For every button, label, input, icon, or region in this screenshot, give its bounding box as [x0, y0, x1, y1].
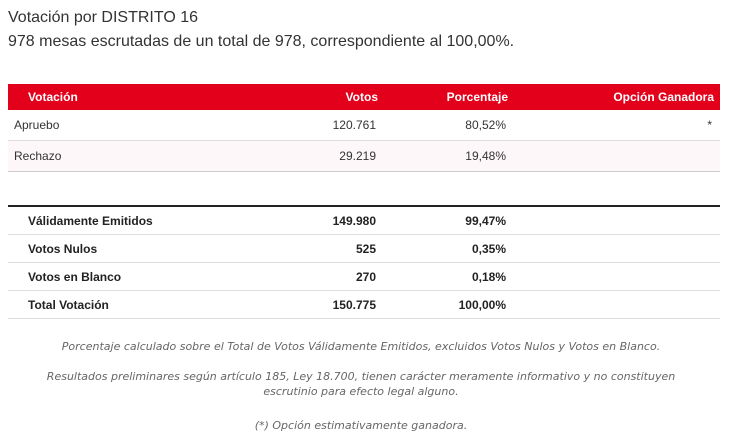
- column-header-votacion: Votación: [8, 84, 238, 110]
- totals-votes: 150.775: [238, 290, 384, 319]
- totals-percent: 0,35%: [384, 234, 514, 263]
- winner-note: (*) Opción estimativamente ganadora.: [254, 419, 468, 432]
- option-name: Apruebo: [8, 110, 238, 141]
- totals-row-blanco: Votos en Blanco 270 0,18%: [8, 262, 720, 291]
- totals-percent: 100,00%: [384, 290, 514, 319]
- results-table: Votación Votos Porcentaje Opción Ganador…: [8, 84, 720, 172]
- option-votes: 120.761: [238, 110, 384, 141]
- page-subtitle: 978 mesas escrutadas de un total de 978,…: [8, 33, 515, 50]
- column-header-opcion-ganadora: Opción Ganadora: [514, 84, 720, 110]
- preliminary-note: Resultados preliminares según artículo 1…: [46, 370, 676, 398]
- option-winner-mark: *: [514, 110, 720, 141]
- totals-votes: 270: [238, 262, 384, 291]
- totals-row-nulos: Votos Nulos 525 0,35%: [8, 234, 720, 263]
- totals-label: Votos Nulos: [8, 234, 238, 263]
- option-winner-mark: [514, 140, 720, 172]
- totals-label: Total Votación: [8, 290, 238, 319]
- column-header-votos: Votos: [238, 84, 384, 110]
- table-row: Apruebo 120.761 80,52% *: [8, 110, 720, 141]
- page-title: Votación por DISTRITO 16: [8, 9, 199, 26]
- totals-row-validos: Válidamente Emitidos 149.980 99,47%: [8, 206, 720, 235]
- column-header-porcentaje: Porcentaje: [384, 84, 514, 110]
- option-name: Rechazo: [8, 140, 238, 172]
- totals-label: Votos en Blanco: [8, 262, 238, 291]
- totals-votes: 525: [238, 234, 384, 263]
- option-votes: 29.219: [238, 140, 384, 172]
- totals-label: Válidamente Emitidos: [8, 206, 238, 235]
- totals-row-total: Total Votación 150.775 100,00%: [8, 290, 720, 319]
- totals-percent: 99,47%: [384, 206, 514, 235]
- table-row: Rechazo 29.219 19,48%: [8, 140, 720, 172]
- option-percent: 19,48%: [384, 140, 514, 172]
- percent-note: Porcentaje calculado sobre el Total de V…: [61, 340, 661, 353]
- totals-votes: 149.980: [238, 206, 384, 235]
- table-header-row: Votación Votos Porcentaje Opción Ganador…: [8, 84, 720, 110]
- option-percent: 80,52%: [384, 110, 514, 141]
- totals-percent: 0,18%: [384, 262, 514, 291]
- totals-table: Válidamente Emitidos 149.980 99,47% Voto…: [8, 205, 720, 319]
